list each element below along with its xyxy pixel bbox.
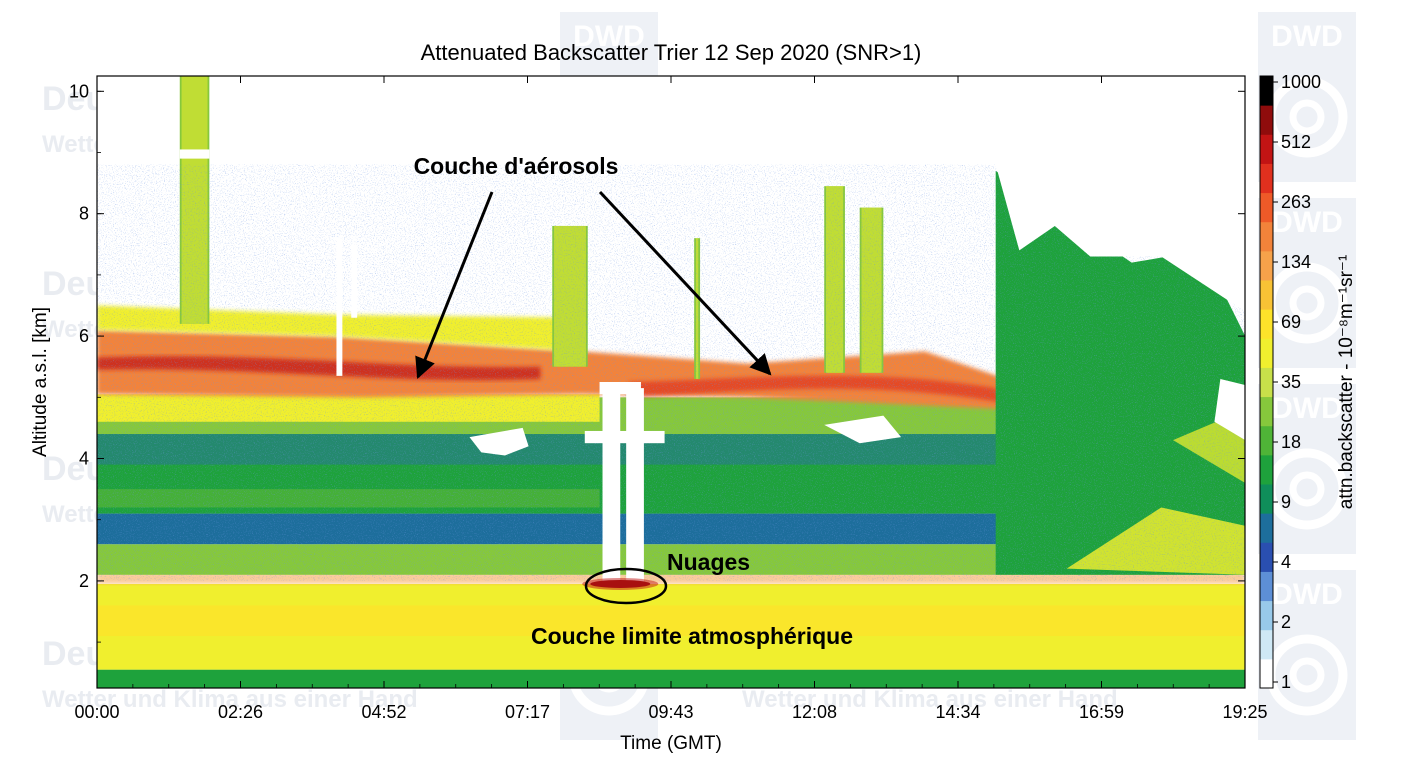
colorbar-tick-label: 1: [1281, 672, 1291, 692]
colorbar-segment: [1260, 367, 1273, 398]
colorbar-tick-label: 512: [1281, 132, 1311, 152]
annotation-boundary-layer: Couche limite atmosphérique: [531, 623, 853, 649]
dwd-logo-text: DWD: [1271, 20, 1343, 53]
annotation-aerosol-layer: Couche d'aérosols: [414, 153, 619, 179]
x-tick-label: 07:17: [505, 702, 550, 722]
cloud-column-gap: [179, 149, 210, 159]
blanking-column-1: [602, 385, 621, 584]
dwd-swirl-inner-icon: [1289, 471, 1325, 507]
speckle-noise: [97, 164, 1245, 581]
x-tick-label: 02:26: [218, 702, 263, 722]
x-tick-label: 00:00: [74, 702, 119, 722]
annotation-clouds: Nuages: [667, 549, 750, 575]
colorbar-segment: [1260, 542, 1273, 572]
cloud-ellipse: [584, 567, 668, 605]
plot-area: [97, 76, 1245, 688]
colorbar-label: attn.backscatter - 10⁻⁸m⁻¹sr⁻¹: [1336, 255, 1357, 510]
colorbar-segment: [1260, 309, 1273, 339]
y-tick-label: 6: [79, 326, 89, 346]
x-tick-label: 09:43: [648, 702, 693, 722]
colorbar-segment: [1260, 192, 1273, 223]
colorbar-tick-label: 9: [1281, 492, 1291, 512]
no-signal-patch-east: [824, 415, 902, 444]
colorbar-segment: [1260, 629, 1273, 660]
no-signal-edge-east: [1214, 378, 1245, 441]
colorbar-segment: [1260, 513, 1273, 543]
y-axis-label: Altitude a.s.l. [km]: [30, 307, 51, 457]
x-tick-label: 16:59: [1079, 702, 1124, 722]
colorbar-segment: [1260, 76, 1273, 106]
colorbar-segment: [1260, 425, 1273, 456]
blanking-crossbar: [584, 430, 665, 444]
y-tick-label: 4: [79, 449, 89, 469]
colorbar-segment: [1260, 396, 1273, 427]
boundary-layer-core: [97, 605, 1245, 636]
chart-title: Attenuated Backscatter Trier 12 Sep 2020…: [421, 40, 922, 65]
watermark-slogan: Wetter und Klima aus einer Hand: [742, 686, 1118, 713]
watermark-slogan: Wetter und Klima aus einer Hand: [42, 686, 418, 713]
colorbar-segment: [1260, 484, 1273, 514]
x-axis-label: Time (GMT): [620, 733, 722, 754]
no-signal-patch-west: [469, 427, 529, 456]
aerosol-arrow-right: [598, 190, 772, 376]
y-tick-label: 8: [79, 204, 89, 224]
x-tick-label: 04:52: [361, 702, 406, 722]
colorbar-segment: [1260, 454, 1273, 485]
colorbar-segment: [1260, 571, 1273, 602]
x-axis: 00:00 02:26 04:52 07:17 09:43 12:08 14:34 16:59…: [74, 76, 1268, 722]
colorbar-segment: [1260, 600, 1273, 631]
dwd-logo-text: DWD: [573, 20, 645, 53]
colorbar-tick-label: 35: [1281, 372, 1301, 392]
dwd-logo-text: DWD: [1271, 206, 1343, 239]
colorbar-segment: [1260, 105, 1273, 135]
x-tick-label: 14:34: [935, 702, 980, 722]
y-tick-label: 10: [69, 81, 89, 101]
colorbar-segment: [1260, 163, 1273, 194]
dwd-swirl-inner-icon: [1289, 657, 1325, 693]
no-signal-patch-1: [351, 244, 358, 318]
x-tick-label: 19:25: [1222, 702, 1267, 722]
colorbar-tick-label: 263: [1281, 192, 1311, 212]
colorbar-tick-label: 134: [1281, 252, 1311, 272]
dwd-swirl-inner-icon: [1289, 99, 1325, 135]
backscatter-field: [97, 76, 1245, 688]
aerosol-arrow-left: [415, 191, 494, 379]
no-signal-upper-east: [995, 76, 1245, 312]
colorbar-tick-label: 4: [1281, 552, 1291, 572]
colorbar-segment: [1260, 280, 1273, 310]
x-tick-label: 12:08: [792, 702, 837, 722]
colorbar-segment: [1260, 134, 1273, 164]
colorbar: 1000 512 263 134 69 35 18 9 4 2 1: [1259, 72, 1321, 692]
y-axis: 2 4 6 8 10: [69, 81, 1245, 643]
colorbar-segment: [1260, 658, 1273, 689]
colorbar-tick-label: 18: [1281, 432, 1301, 452]
colorbar-segment: [1260, 250, 1273, 281]
no-signal-patch-0: [336, 238, 343, 376]
colorbar-tick-label: 1000: [1281, 72, 1321, 92]
annotations: Couche d'aérosols Nuages Couche limite a…: [414, 153, 853, 649]
colorbar-segment: [1260, 338, 1273, 368]
colorbar-tick-label: 69: [1281, 312, 1301, 332]
dwd-logo-text: DWD: [1271, 578, 1343, 611]
blanking-cap: [599, 382, 641, 395]
y-tick-label: 2: [79, 571, 89, 591]
low-cloud-halo: [582, 577, 659, 590]
blanking-column-2: [626, 388, 644, 584]
dwd-swirl-inner-icon: [1289, 285, 1325, 321]
colorbar-segment: [1260, 221, 1273, 252]
dwd-logo-text: DWD: [1271, 392, 1343, 425]
colorbar-tick-label: 2: [1281, 612, 1291, 632]
